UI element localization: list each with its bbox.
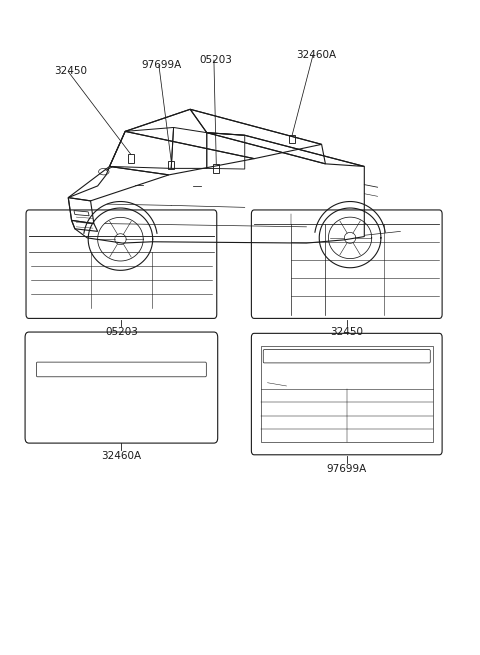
Text: 05203: 05203 xyxy=(105,328,138,337)
Text: 97699A: 97699A xyxy=(326,464,367,474)
Text: 05203: 05203 xyxy=(200,55,232,65)
Bar xyxy=(213,164,219,173)
Bar xyxy=(168,161,174,170)
Text: 97699A: 97699A xyxy=(142,60,182,70)
Bar xyxy=(261,346,432,442)
Text: 32450: 32450 xyxy=(54,66,87,77)
Text: 32450: 32450 xyxy=(330,328,363,337)
Text: 32460A: 32460A xyxy=(296,50,336,60)
Bar xyxy=(128,155,134,163)
Text: 32460A: 32460A xyxy=(101,451,142,460)
Bar xyxy=(289,135,295,143)
